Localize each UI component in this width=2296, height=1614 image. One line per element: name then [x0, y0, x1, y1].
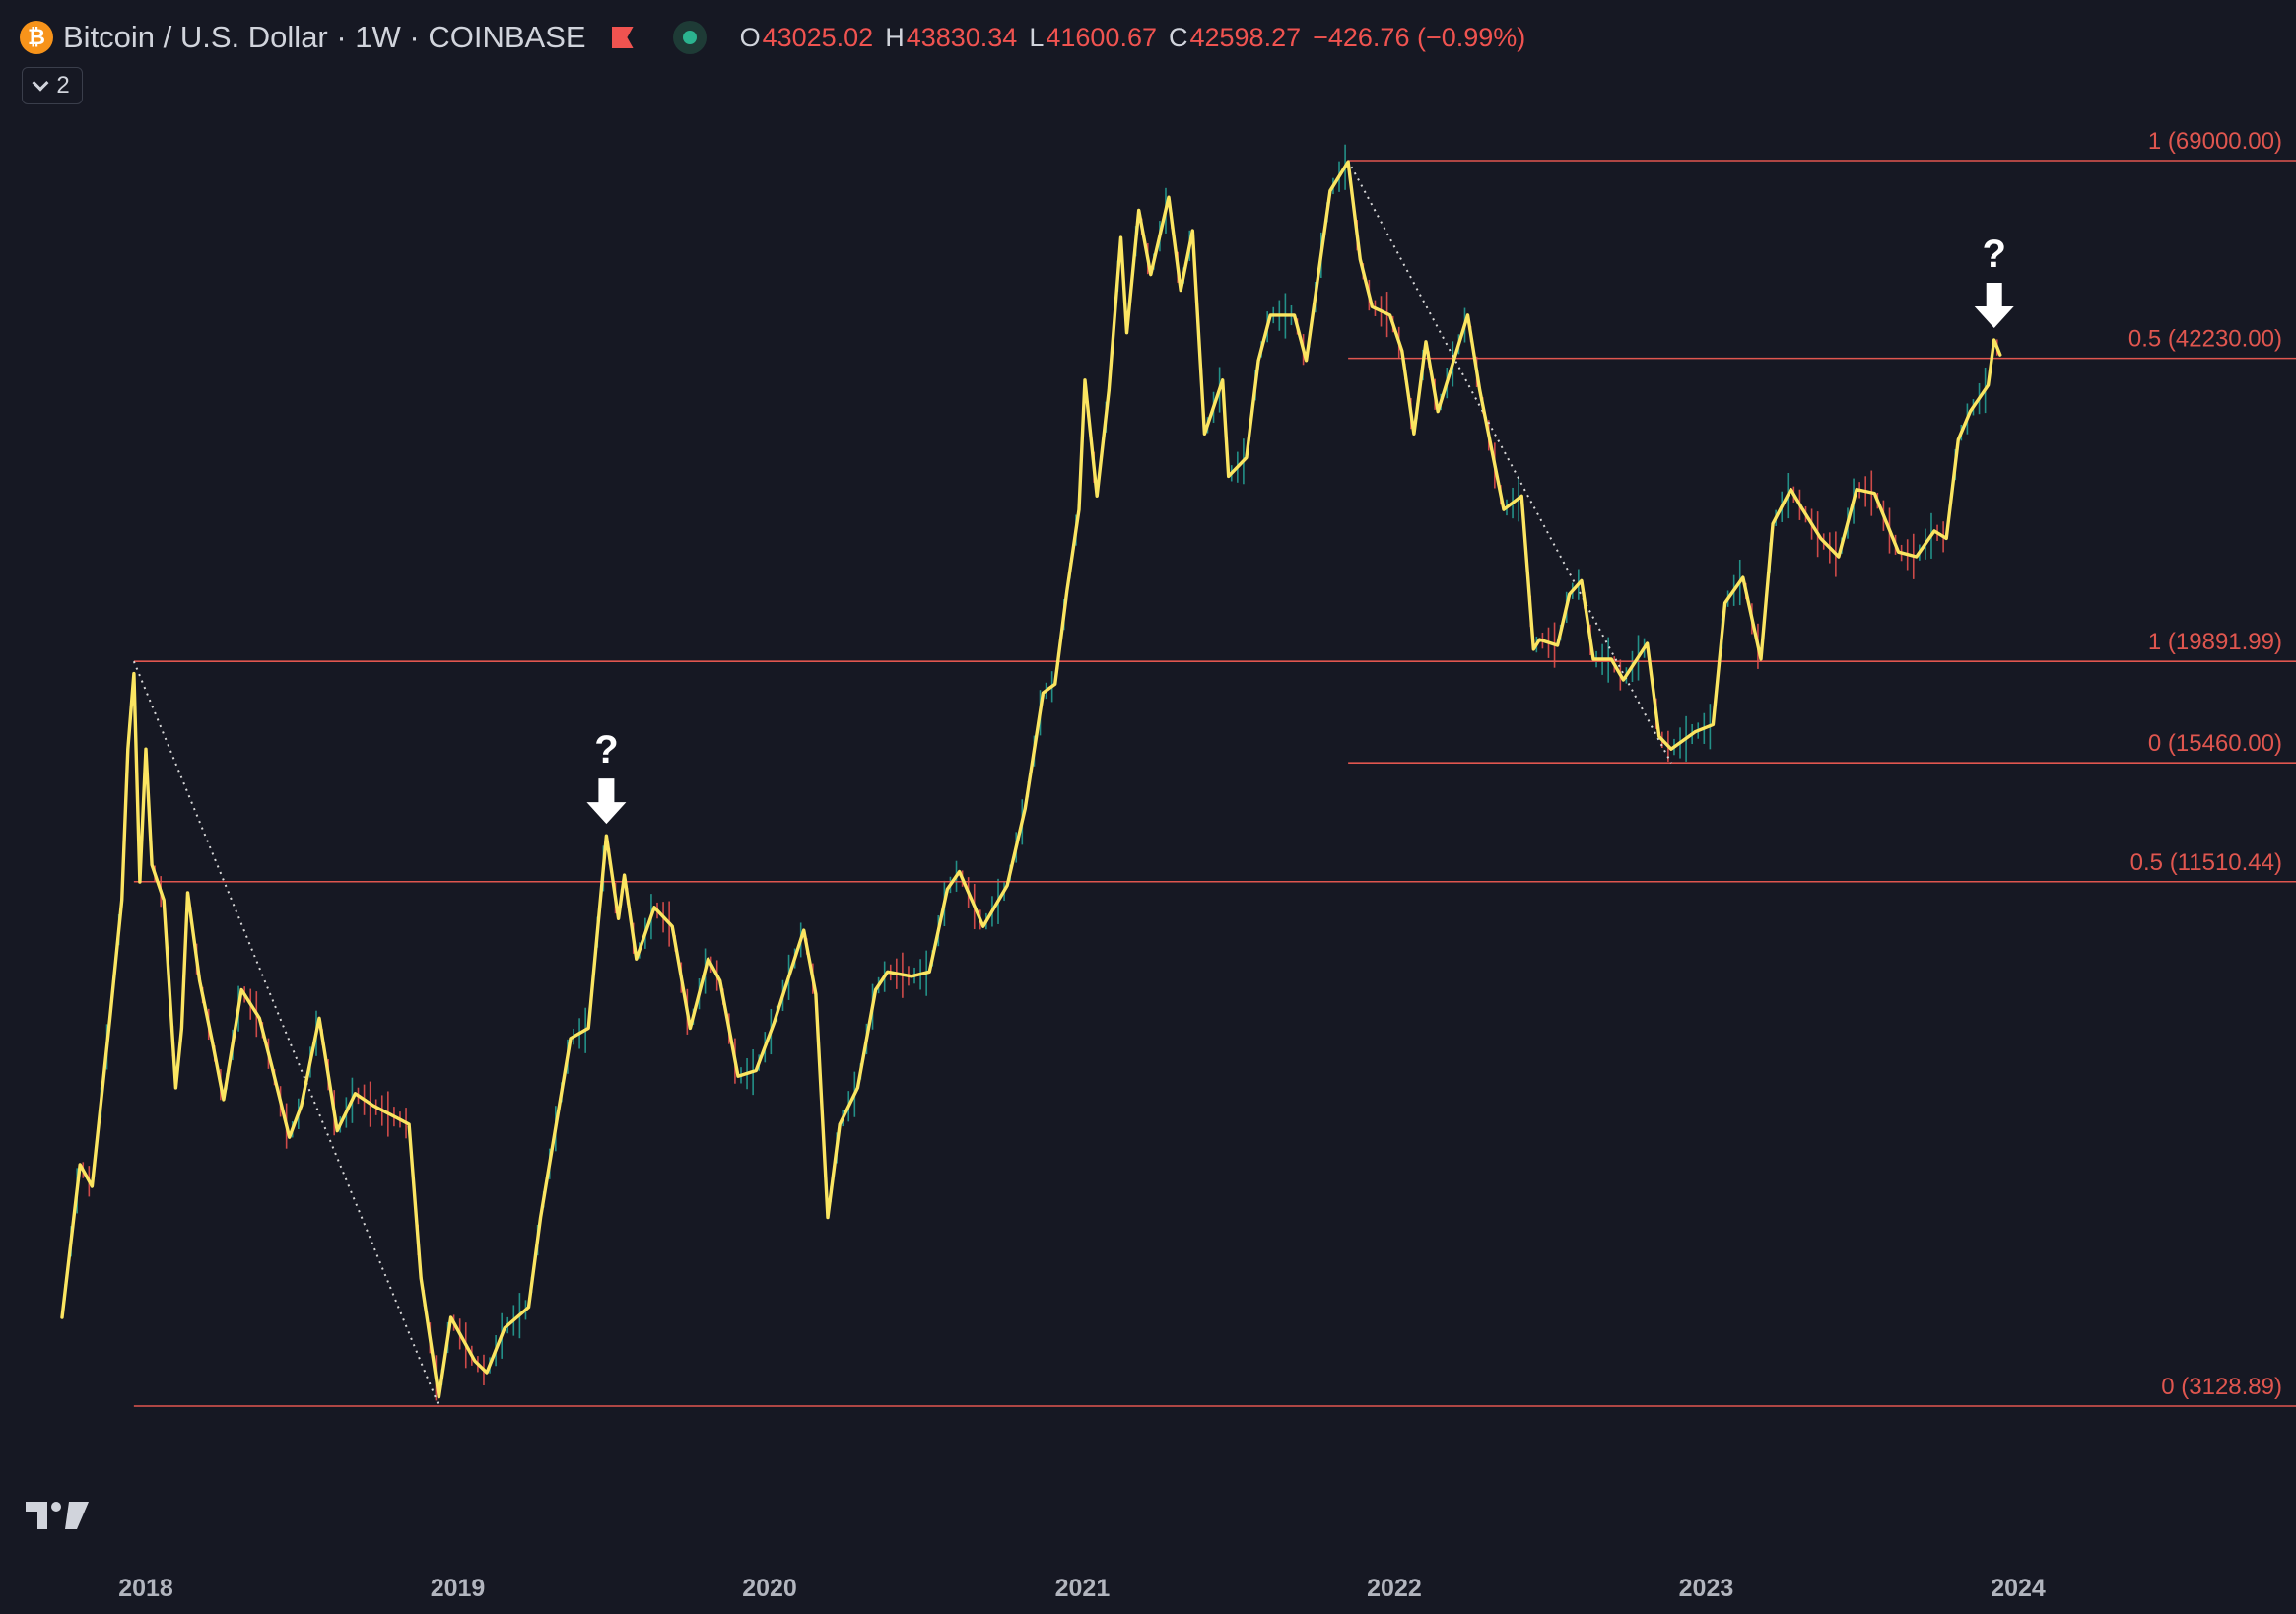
- indicators-toggle-button[interactable]: 2: [22, 67, 83, 104]
- fib-level-label: 0 (15460.00): [2148, 730, 2282, 757]
- annotation-label: ?: [594, 728, 618, 772]
- symbol-title[interactable]: Bitcoin / U.S. Dollar · 1W · COINBASE: [63, 20, 586, 54]
- arrow-down-icon: [586, 778, 627, 825]
- x-axis-tick-label: 2021: [1055, 1575, 1111, 1602]
- x-axis-tick-label: 2019: [431, 1575, 486, 1602]
- fib-level-label: 0.5 (42230.00): [2128, 326, 2282, 353]
- x-axis-tick-label: 2020: [742, 1575, 797, 1602]
- x-axis-tick-label: 2024: [1991, 1575, 2046, 1602]
- arrow-down-icon: [1974, 282, 2014, 328]
- symbol-legend: ₿ Bitcoin / U.S. Dollar · 1W · COINBASE …: [20, 18, 1525, 57]
- x-axis-tick-label: 2018: [118, 1575, 173, 1602]
- chevron-down-icon: [32, 74, 49, 92]
- ohlc-low: L41600.67: [1029, 22, 1157, 52]
- x-axis-tick-label: 2022: [1367, 1575, 1422, 1602]
- bitcoin-icon: ₿: [20, 21, 53, 54]
- x-axis-tick-label: 2023: [1679, 1575, 1734, 1602]
- ohlc-open: O43025.02: [739, 22, 874, 52]
- flag-icon[interactable]: [611, 27, 634, 48]
- fib-level-label: 0 (3128.89): [2161, 1374, 2282, 1400]
- ohlc-high: H43830.34: [885, 22, 1018, 52]
- price-change: −426.76 (−0.99%): [1313, 22, 1526, 52]
- fib-level-label: 0.5 (11510.44): [2130, 849, 2282, 876]
- fib-level-label: 1 (69000.00): [2148, 128, 2282, 155]
- tradingview-logo-icon[interactable]: [26, 1500, 89, 1531]
- annotation-label: ?: [1983, 233, 2006, 276]
- ohlc-close: C42598.27: [1168, 22, 1302, 52]
- market-status-icon: [672, 21, 707, 54]
- fib-level-label: 1 (19891.99): [2148, 629, 2282, 655]
- price-line: [60, 160, 2002, 1399]
- trend-line: [132, 660, 440, 1407]
- indicator-count: 2: [56, 72, 70, 99]
